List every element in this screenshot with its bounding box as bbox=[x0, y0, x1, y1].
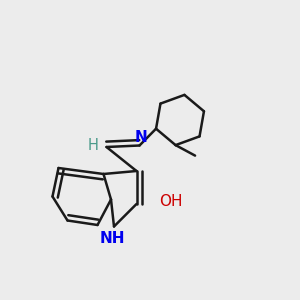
Text: H: H bbox=[88, 138, 98, 153]
Text: OH: OH bbox=[159, 194, 182, 208]
Text: NH: NH bbox=[100, 231, 125, 246]
Text: N: N bbox=[135, 130, 147, 146]
